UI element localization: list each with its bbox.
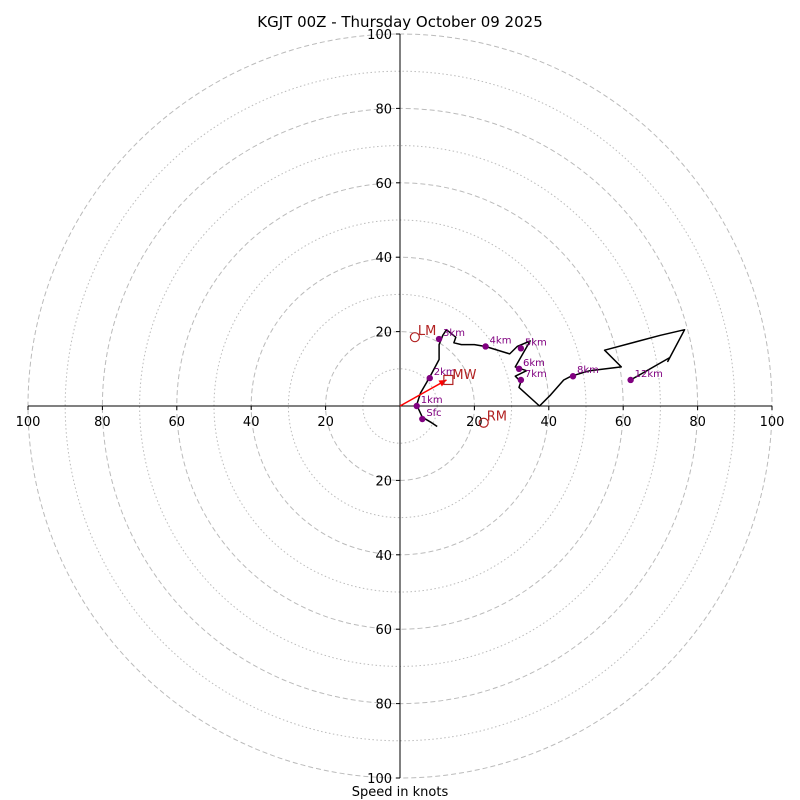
storm-motion-marker-LM (409, 332, 420, 343)
height-marker-Sfc (419, 415, 426, 423)
tick-label-bottom-40: 40 (375, 549, 392, 564)
height-marker-1km (413, 402, 420, 410)
tick-label-bottom-100: 100 (367, 772, 392, 787)
height-label-7km: 7km (525, 369, 547, 380)
tick-label-left-100: 100 (16, 415, 41, 430)
height-marker-8km (569, 373, 577, 380)
tick-label-right-40: 40 (541, 415, 558, 430)
height-marker-7km (517, 376, 525, 384)
x-axis-label: Speed in knots (352, 785, 449, 800)
hodograph-trace-line (415, 328, 686, 428)
tick-label-right-80: 80 (689, 415, 706, 430)
motion-vector-layer (399, 379, 447, 407)
height-label-8km: 8km (577, 365, 599, 376)
tick-label-top-40: 40 (375, 251, 392, 266)
height-label-1km: 1km (421, 395, 443, 406)
height-label-12km: 12km (635, 369, 663, 380)
height-marker-4km (482, 343, 489, 350)
tick-label-right-20: 20 (466, 415, 483, 430)
tick-label-bottom-60: 60 (375, 623, 392, 638)
tick-label-bottom-80: 80 (375, 698, 392, 713)
mean-wind-label: MW (452, 368, 476, 383)
tick-label-left-60: 60 (169, 415, 186, 430)
height-label-4km: 4km (490, 335, 512, 346)
height-label-5km: 5km (525, 337, 547, 348)
height-label-6km: 6km (523, 358, 545, 369)
mean-wind-marker (443, 374, 454, 386)
storm-motion-marker-RM (478, 417, 489, 428)
tick-label-top-80: 80 (375, 102, 392, 117)
height-label-Sfc: Sfc (426, 408, 441, 419)
tick-label-top-20: 20 (375, 326, 392, 341)
motion-vector-line (399, 379, 447, 407)
tick-label-right-60: 60 (615, 415, 632, 430)
motion-vector-arrowhead (438, 379, 447, 387)
height-marker-12km (627, 376, 634, 384)
height-marker-3km (435, 335, 443, 343)
chart-title: KGJT 00Z - Thursday October 09 2025 (257, 13, 542, 31)
tick-label-left-80: 80 (94, 415, 111, 430)
tick-label-left-20: 20 (317, 415, 334, 430)
tick-labels: 100 80 60 40 20 20 40 60 80 100 100 80 60 40 20 20 40 60 8… (16, 28, 785, 787)
storm-motion-label-LM: LM (418, 324, 436, 339)
wind-trace (415, 328, 686, 428)
tick-label-top-100: 100 (367, 28, 392, 43)
tick-label-right-100: 100 (760, 415, 785, 430)
storm-motion-markers: LM RM MW (409, 324, 507, 428)
height-label-3km: 3km (443, 328, 465, 339)
height-marker-5km (517, 345, 525, 352)
height-marker-6km (515, 365, 523, 372)
storm-motion-label-RM: RM (487, 410, 507, 425)
height-label-2km: 2km (434, 367, 456, 378)
tick-label-top-60: 60 (375, 177, 392, 192)
height-marker-2km (426, 374, 433, 382)
tick-label-bottom-20: 20 (375, 474, 392, 489)
tick-label-left-40: 40 (243, 415, 260, 430)
